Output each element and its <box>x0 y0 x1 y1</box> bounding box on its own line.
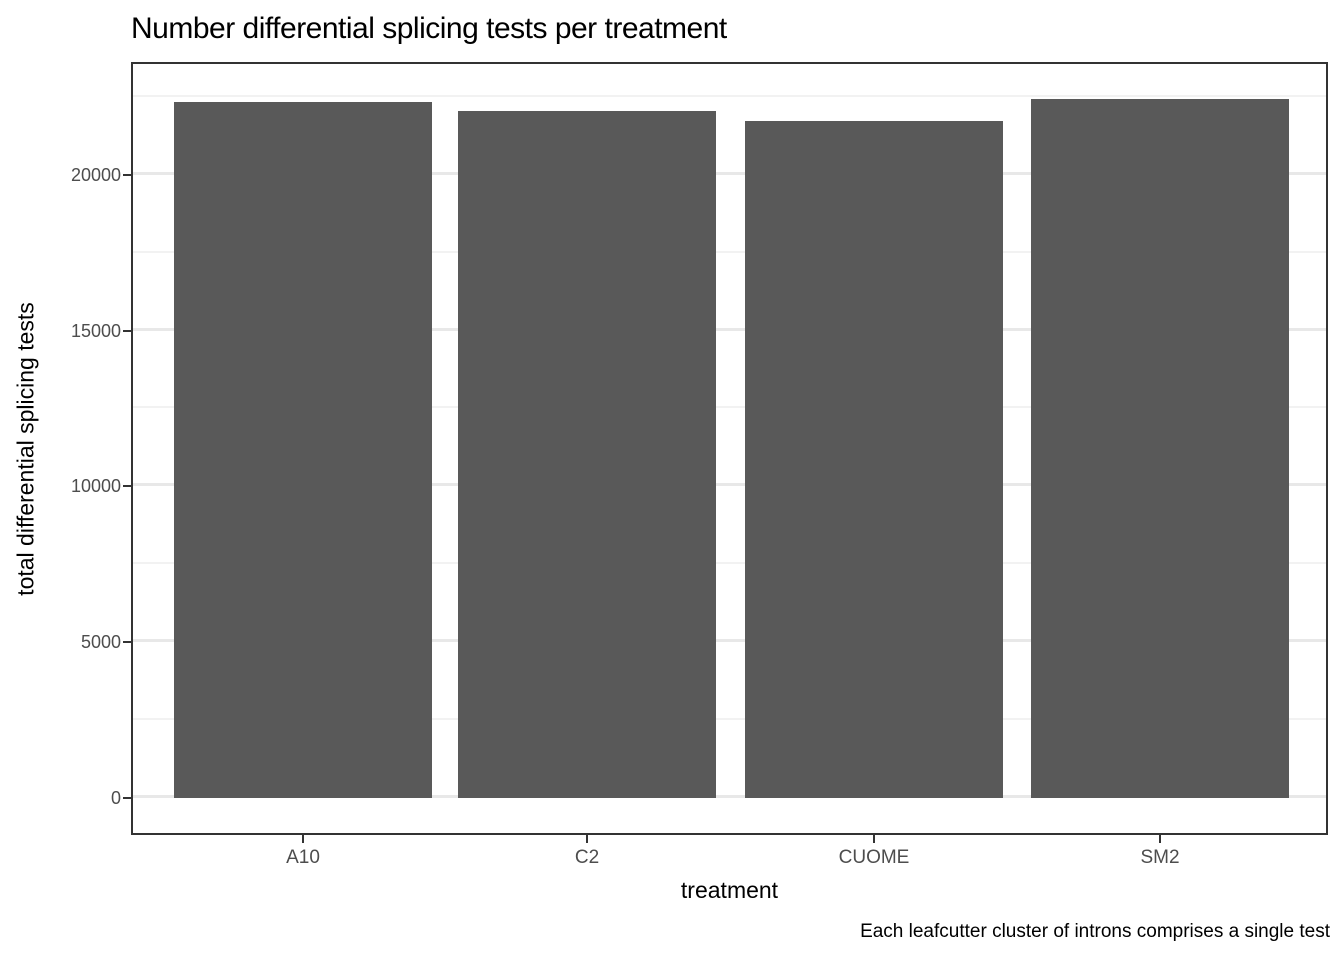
y-tick-label: 10000 <box>70 476 121 497</box>
bar-CUOME <box>745 121 1003 799</box>
x-tick-label: C2 <box>574 847 600 868</box>
x-tick-mark <box>1159 835 1161 843</box>
y-tick-mark <box>123 173 131 176</box>
bar-SM2 <box>1031 99 1289 799</box>
y-tick-mark <box>123 797 131 800</box>
minor-gridline <box>133 94 1326 97</box>
bar-C2 <box>458 111 716 799</box>
x-tick-mark <box>586 835 588 843</box>
y-tick-mark <box>123 329 131 332</box>
y-tick-mark <box>123 485 131 488</box>
y-tick-label: 20000 <box>70 164 121 185</box>
x-tick-mark <box>302 835 304 843</box>
x-axis-title: treatment <box>680 877 779 903</box>
plot-panel <box>131 62 1328 835</box>
y-tick-label: 15000 <box>70 320 121 341</box>
minor-gridline <box>133 250 1326 253</box>
major-gridline <box>133 795 1326 799</box>
major-gridline <box>133 327 1326 331</box>
y-tick-label: 0 <box>110 788 121 809</box>
bar-A10 <box>174 102 432 799</box>
major-gridline <box>133 171 1326 175</box>
x-tick-label: CUOME <box>838 847 910 868</box>
chart-caption: Each leafcutter cluster of introns compr… <box>860 921 1330 942</box>
y-tick-mark <box>123 641 131 644</box>
y-axis-title: total differential splicing tests <box>12 302 39 596</box>
minor-gridline <box>133 562 1326 565</box>
x-tick-label: A10 <box>286 847 320 868</box>
major-gridline <box>133 483 1326 487</box>
x-tick-label: SM2 <box>1140 847 1180 868</box>
chart-title: Number differential splicing tests per t… <box>131 12 727 45</box>
minor-gridline <box>133 718 1326 721</box>
minor-gridline <box>133 406 1326 409</box>
x-tick-mark <box>873 835 875 843</box>
y-tick-label: 5000 <box>80 632 121 653</box>
major-gridline <box>133 639 1326 643</box>
